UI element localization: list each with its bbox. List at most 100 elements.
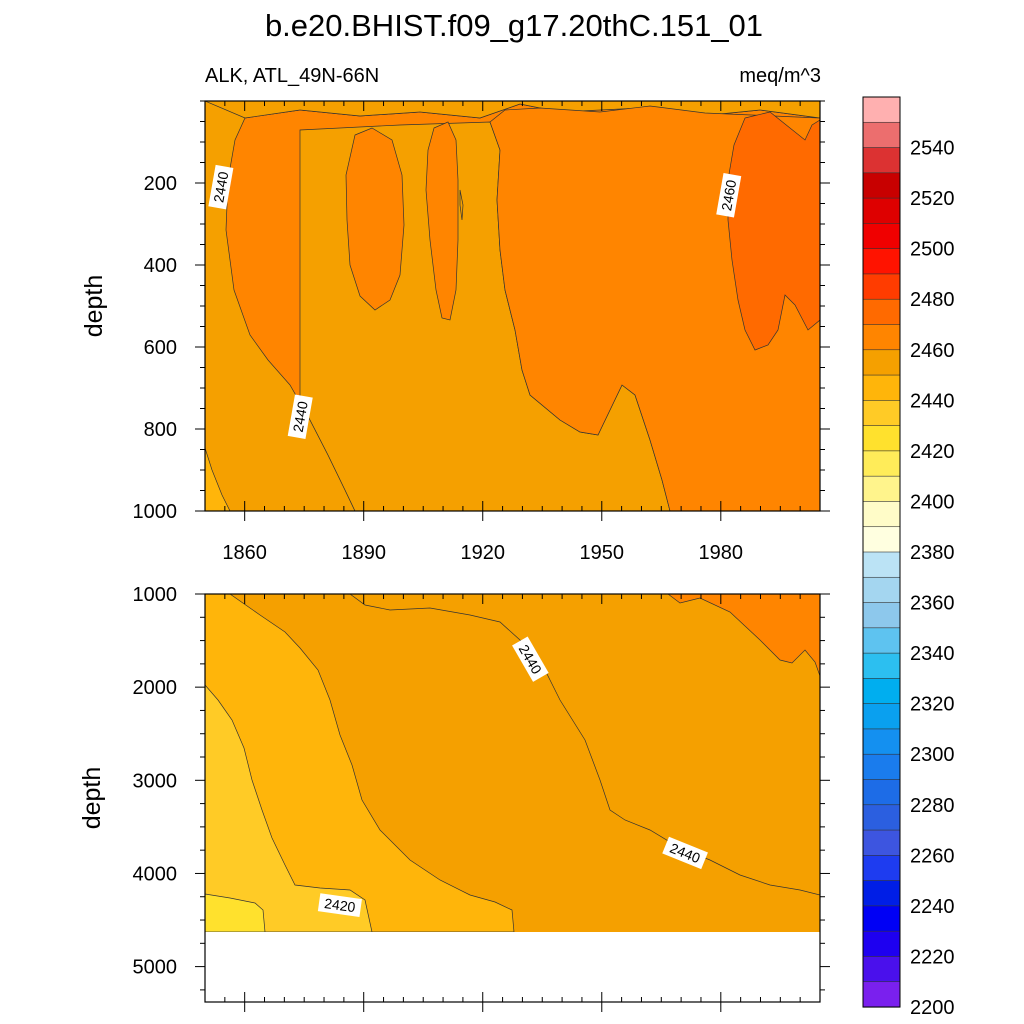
- y-tick-label: 3000: [133, 770, 178, 792]
- colorbar-swatch: [862, 501, 901, 528]
- lower-ylabel: depth: [78, 767, 106, 830]
- upper-region-top: [205, 101, 820, 119]
- subtitle-right: meq/m^3: [739, 65, 821, 87]
- colorbar-label: 2200: [910, 997, 955, 1019]
- contour-label-text: 2460: [718, 178, 739, 212]
- upper-region-2460: [727, 111, 820, 351]
- colorbar-swatch: [862, 475, 901, 503]
- colorbar-swatch: [862, 880, 901, 907]
- contour-label: 2460: [716, 173, 742, 218]
- y-tick-label: 400: [144, 255, 177, 277]
- contour-label-bg: [662, 836, 708, 870]
- colorbar-swatch: [862, 652, 901, 679]
- contour-label-text: 2440: [210, 170, 231, 204]
- lower-no-data-area: [205, 932, 820, 1002]
- x-tick-label: 1860: [222, 542, 267, 564]
- colorbar-swatch: [862, 981, 901, 1008]
- colorbar-swatch: [862, 248, 901, 275]
- colorbar-swatch: [862, 551, 901, 578]
- colorbar-label: 2540: [910, 138, 955, 160]
- colorbar-swatch: [862, 96, 901, 123]
- lower-ticks: 1000 2000 3000 4000 5000: [133, 584, 830, 1012]
- colorbar-label: 2420: [910, 441, 955, 463]
- colorbar-swatch: [862, 147, 901, 174]
- colorbar-swatch: [862, 197, 901, 224]
- colorbar: 2540 2520 2500 2480 2460 2440 2420 2400 2380 2360…: [862, 96, 955, 1019]
- upper-blob-2450-a: [345, 127, 405, 311]
- upper-ylabel: depth: [80, 275, 108, 338]
- x-tick-label: 1950: [580, 542, 625, 564]
- x-tick-label: 1980: [699, 542, 744, 564]
- colorbar-swatch: [862, 576, 901, 604]
- lower-contour-2440: [349, 594, 820, 896]
- y-tick-label: 1000: [133, 501, 178, 523]
- contour-label-bg: [716, 173, 742, 218]
- upper-tiny-contour: [459, 189, 464, 221]
- colorbar-swatch: [862, 400, 901, 427]
- upper-panel: 1860 1890 1920 1950 1980 200 400 600 800 1000 dep…: [80, 100, 830, 564]
- colorbar-swatch: [862, 374, 901, 401]
- colorbar-swatch: [862, 855, 901, 882]
- y-tick-label: 4000: [133, 863, 178, 885]
- colorbar-swatch: [862, 753, 901, 781]
- colorbar-swatch: [862, 703, 901, 730]
- contour-label-text: 2420: [323, 895, 356, 915]
- colorbar-label: 2260: [910, 845, 955, 867]
- upper-ticks: 1860 1890 1920 1950 1980 200 400 600 800 1000: [133, 100, 830, 564]
- colorbar-label: 2240: [910, 896, 955, 918]
- y-tick-label: 600: [144, 337, 177, 359]
- colorbar-label: 2500: [910, 239, 955, 261]
- colorbar-label: 2480: [910, 289, 955, 311]
- colorbar-frame: [862, 96, 901, 1008]
- contour-label: 2440: [662, 836, 708, 870]
- colorbar-label: 2440: [910, 390, 955, 412]
- x-tick-label: 1920: [460, 542, 505, 564]
- y-tick-label: 2000: [133, 677, 178, 699]
- colorbar-swatch: [862, 223, 901, 250]
- colorbar-swatch: [862, 602, 901, 629]
- colorbar-label: 2360: [910, 593, 955, 615]
- contour-label-bg: [287, 394, 313, 439]
- colorbar-label: 2460: [910, 340, 955, 362]
- colorbar-swatch: [862, 728, 901, 755]
- colorbar-swatch: [862, 121, 901, 149]
- lower-region-2410: [205, 893, 266, 932]
- contour-label: 2440: [287, 394, 313, 439]
- colorbar-label: 2300: [910, 744, 955, 766]
- lower-region-2450: [667, 594, 820, 677]
- colorbar-swatch: [862, 349, 901, 376]
- colorbar-swatch: [862, 273, 901, 300]
- contour-label-bg: [208, 164, 234, 210]
- colorbar-swatch: [862, 298, 901, 326]
- x-tick-label: 1890: [341, 542, 386, 564]
- colorbar-label: 2320: [910, 694, 955, 716]
- colorbar-swatch: [862, 172, 901, 199]
- colorbar-label: 2340: [910, 643, 955, 665]
- y-tick-label: 5000: [133, 957, 178, 979]
- colorbar-swatch: [862, 425, 901, 452]
- lower-plot-frame: [204, 593, 821, 1003]
- contour-label: 2420: [317, 893, 362, 917]
- colorbar-label: 2520: [910, 188, 955, 210]
- contour-label-bg: [317, 893, 362, 917]
- colorbar-swatch: [862, 804, 901, 831]
- colorbar-label: 2400: [910, 491, 955, 513]
- colorbar-swatch: [862, 678, 901, 705]
- contour-label-bg: [512, 636, 549, 682]
- y-tick-label: 200: [144, 173, 177, 195]
- colorbar-swatch: [862, 930, 901, 958]
- colorbar-swatch: [862, 450, 901, 477]
- upper-blob-2450-b: [425, 121, 459, 321]
- lower-region-2420: [205, 684, 373, 932]
- colorbar-swatch: [862, 324, 901, 351]
- upper-region-2430: [205, 447, 231, 511]
- colorbar-label: 2280: [910, 795, 955, 817]
- colorbar-swatch: [862, 829, 901, 856]
- y-tick-label: 800: [144, 419, 177, 441]
- colorbar-swatch: [862, 627, 901, 654]
- colorbar-label: 2220: [910, 946, 955, 968]
- y-tick-label: 1000: [133, 584, 178, 606]
